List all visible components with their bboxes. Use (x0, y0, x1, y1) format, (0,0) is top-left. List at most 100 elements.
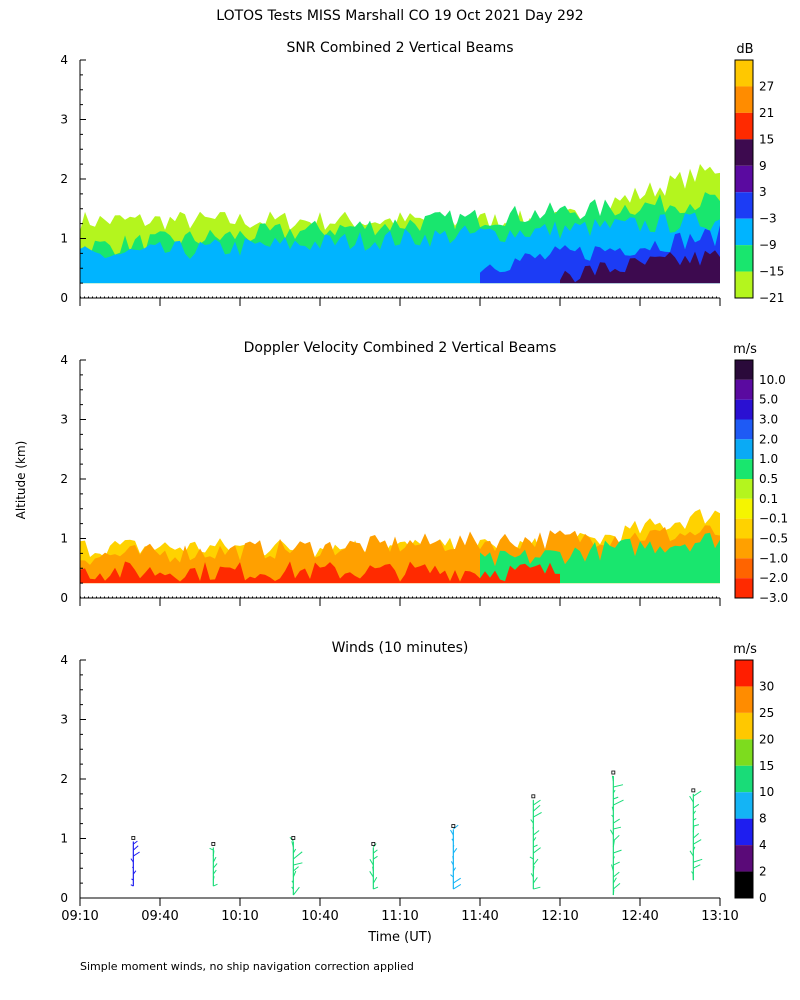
colorbar-tick-label: 8 (759, 812, 767, 826)
y-tick-label: 2 (60, 772, 68, 786)
doppler-panel: Doppler Velocity Combined 2 Vertical Bea… (60, 340, 788, 606)
y-tick-label: 1 (60, 532, 68, 546)
wind-barb (450, 861, 454, 866)
wind-barb (611, 806, 614, 812)
colorbar-swatch (735, 739, 753, 766)
wind-barb (533, 847, 541, 854)
wind-barb (292, 848, 297, 854)
wind-barb (613, 796, 619, 800)
wind-barb (212, 856, 217, 863)
colorbar-swatch (735, 419, 753, 440)
y-tick-label: 4 (60, 53, 68, 67)
wind-barb (612, 840, 615, 848)
wind-barb (130, 884, 134, 887)
wind-barb (373, 855, 378, 860)
wind-barb (453, 877, 461, 884)
y-tick-label: 3 (60, 713, 68, 727)
x-tick-label: 11:10 (381, 909, 418, 924)
wind-barb (693, 839, 702, 845)
x-axis-label: Time (UT) (367, 930, 432, 945)
colorbar-swatch (735, 871, 753, 898)
wind-barb (609, 829, 614, 836)
colorbar-tick-label: 5.0 (759, 393, 778, 407)
x-tick-label: 12:40 (621, 909, 658, 924)
y-tick-label: 3 (60, 113, 68, 127)
colorbar-swatch (735, 712, 753, 740)
y-tick-label: 1 (60, 832, 68, 846)
wind-top-marker (371, 842, 376, 846)
wind-profile (130, 836, 140, 887)
wind-barb (532, 877, 538, 884)
wind-profile (609, 770, 624, 896)
wind-barb (212, 863, 218, 869)
y-tick-label: 3 (60, 413, 68, 427)
wind-barb (692, 846, 696, 851)
y-tick-label: 0 (60, 291, 68, 305)
wind-barb (533, 830, 540, 836)
wind-barb (533, 811, 542, 818)
colorbar-swatch (735, 245, 753, 272)
wind-barb (453, 883, 462, 890)
y-tick-label: 2 (60, 472, 68, 486)
colorbar-tick-label: 1.0 (759, 452, 778, 466)
wind-barb (532, 865, 535, 872)
doppler-panel-title: Doppler Velocity Combined 2 Vertical Bea… (244, 340, 557, 356)
snr-panel-title: SNR Combined 2 Vertical Beams (286, 40, 513, 56)
wind-barb (529, 856, 534, 860)
wind-barb (533, 804, 541, 812)
colorbar-swatch (735, 686, 753, 713)
y-tick-label: 0 (60, 891, 68, 905)
colorbar-swatch (735, 479, 753, 499)
heatmap-bands (80, 164, 720, 284)
heatmap-band (80, 561, 560, 584)
wind-barb (212, 876, 215, 881)
wind-barb (693, 833, 700, 839)
y-tick-label: 4 (60, 653, 68, 667)
colorbar-tick-label: 3 (759, 185, 767, 199)
x-tick-label: 12:10 (541, 909, 578, 924)
colorbar-swatch (735, 399, 753, 420)
colorbar-swatch (735, 792, 753, 819)
wind-barb (611, 814, 614, 818)
wind-barb (450, 829, 454, 836)
wind-barb (693, 858, 703, 863)
wind-barb (613, 871, 620, 878)
colorbar-tick-label: 30 (759, 679, 774, 693)
wind-barb (373, 849, 378, 854)
snr-panel: SNR Combined 2 Vertical Beams dB 0 1 2 3 4 27… (60, 40, 784, 306)
colorbar-tick-label: −3.0 (759, 591, 788, 605)
colorbar-swatch (735, 165, 753, 193)
wind-barb (133, 851, 140, 857)
colorbar-swatch (735, 459, 753, 479)
wind-barb (689, 850, 694, 857)
colorbar-swatch (735, 192, 753, 219)
colorbar-tick-label: 10 (759, 785, 774, 799)
wind-barb (131, 878, 134, 881)
x-tick-label: 10:10 (221, 909, 258, 924)
winds-panel-title: Winds (10 minutes) (332, 640, 469, 656)
colorbar-tick-label: 3.0 (759, 413, 778, 427)
wind-barb (132, 866, 134, 869)
wind-barb (533, 799, 541, 806)
colorbar-tick-label: 25 (759, 706, 774, 720)
wind-barb (451, 838, 454, 842)
wind-barb (372, 876, 378, 884)
winds-colorbar-unit: m/s (733, 642, 757, 657)
wind-barb (213, 883, 218, 887)
colorbar-tick-label: 0 (759, 891, 767, 905)
wind-barb (693, 790, 702, 797)
colorbar-tick-label: 21 (759, 106, 774, 120)
y-tick-label: 1 (60, 232, 68, 246)
x-tick-label: 13:10 (701, 909, 738, 924)
wind-barb (693, 817, 697, 821)
wind-top-marker (531, 794, 536, 799)
colorbar-swatch (735, 139, 753, 166)
winds-panel: Winds (10 minutes) m/s 0 1 2 3 4 09:10 09:40 10… (60, 640, 774, 924)
colorbar-swatch (735, 112, 753, 140)
wind-barb (613, 784, 624, 788)
colorbar-tick-label: 0.1 (759, 492, 778, 506)
wind-barb (532, 837, 537, 842)
wind-barb (369, 859, 374, 866)
colorbar-tick-label: 4 (759, 838, 767, 852)
wind-barb (293, 862, 303, 866)
